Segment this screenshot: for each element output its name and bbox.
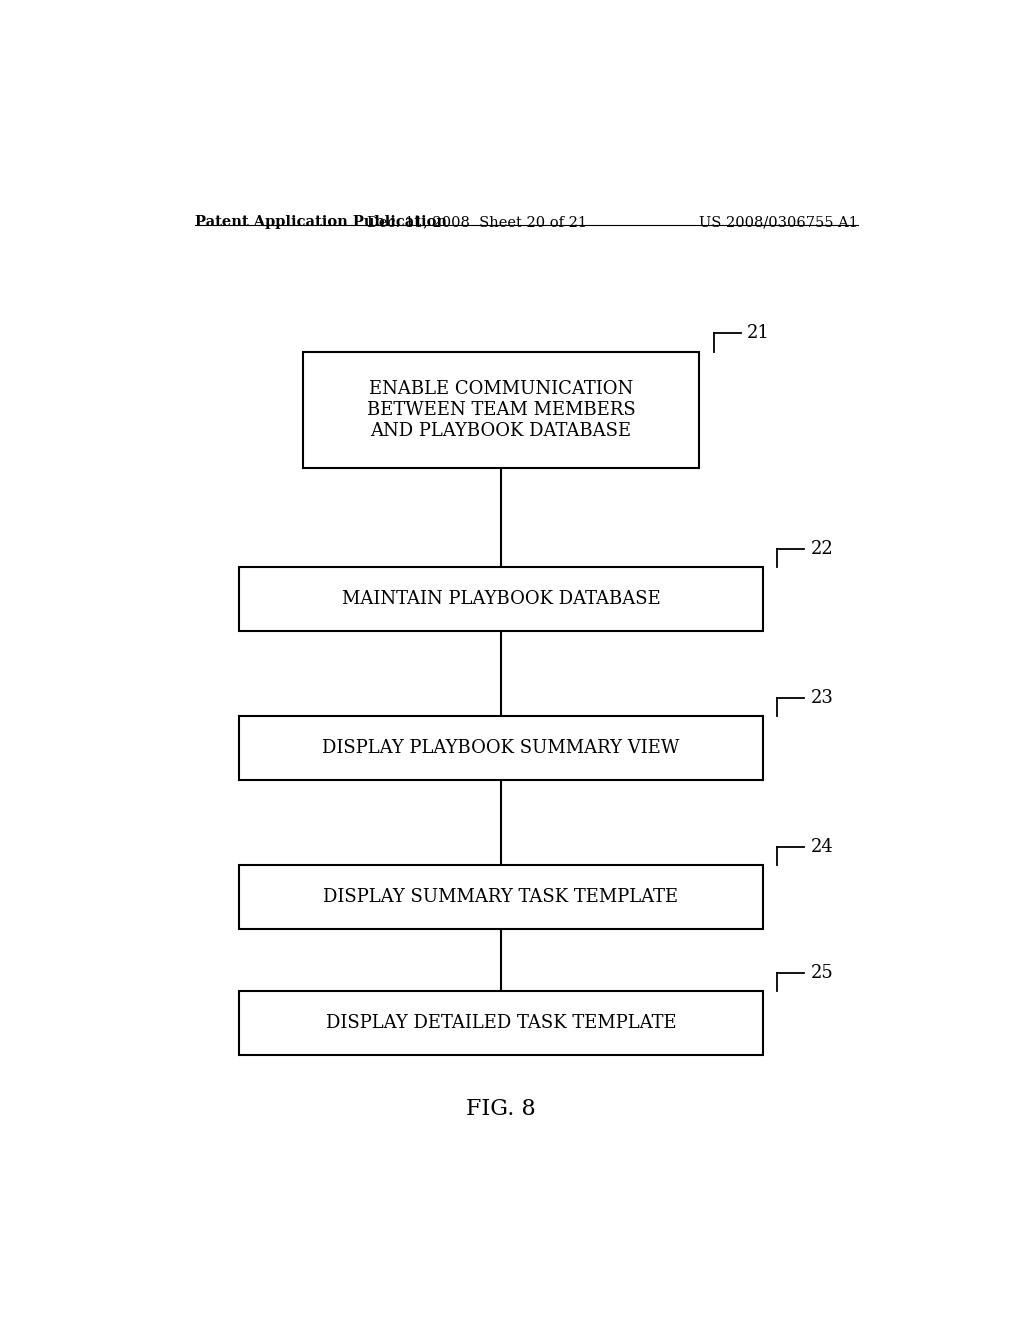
Text: 21: 21: [748, 325, 770, 342]
Text: Patent Application Publication: Patent Application Publication: [196, 215, 447, 230]
FancyBboxPatch shape: [240, 991, 763, 1055]
FancyBboxPatch shape: [240, 717, 763, 780]
Text: 25: 25: [811, 964, 834, 982]
FancyBboxPatch shape: [240, 865, 763, 929]
Text: ENABLE COMMUNICATION
BETWEEN TEAM MEMBERS
AND PLAYBOOK DATABASE: ENABLE COMMUNICATION BETWEEN TEAM MEMBER…: [367, 380, 635, 440]
FancyBboxPatch shape: [303, 351, 699, 469]
Text: 22: 22: [811, 540, 834, 557]
Text: DISPLAY PLAYBOOK SUMMARY VIEW: DISPLAY PLAYBOOK SUMMARY VIEW: [323, 739, 680, 758]
Text: Dec. 11, 2008  Sheet 20 of 21: Dec. 11, 2008 Sheet 20 of 21: [368, 215, 587, 230]
Text: DISPLAY DETAILED TASK TEMPLATE: DISPLAY DETAILED TASK TEMPLATE: [326, 1014, 676, 1032]
Text: 24: 24: [811, 837, 834, 855]
Text: US 2008/0306755 A1: US 2008/0306755 A1: [699, 215, 858, 230]
Text: 23: 23: [811, 689, 834, 708]
Text: MAINTAIN PLAYBOOK DATABASE: MAINTAIN PLAYBOOK DATABASE: [342, 590, 660, 609]
Text: DISPLAY SUMMARY TASK TEMPLATE: DISPLAY SUMMARY TASK TEMPLATE: [324, 888, 679, 906]
Text: FIG. 8: FIG. 8: [466, 1098, 536, 1119]
FancyBboxPatch shape: [240, 568, 763, 631]
